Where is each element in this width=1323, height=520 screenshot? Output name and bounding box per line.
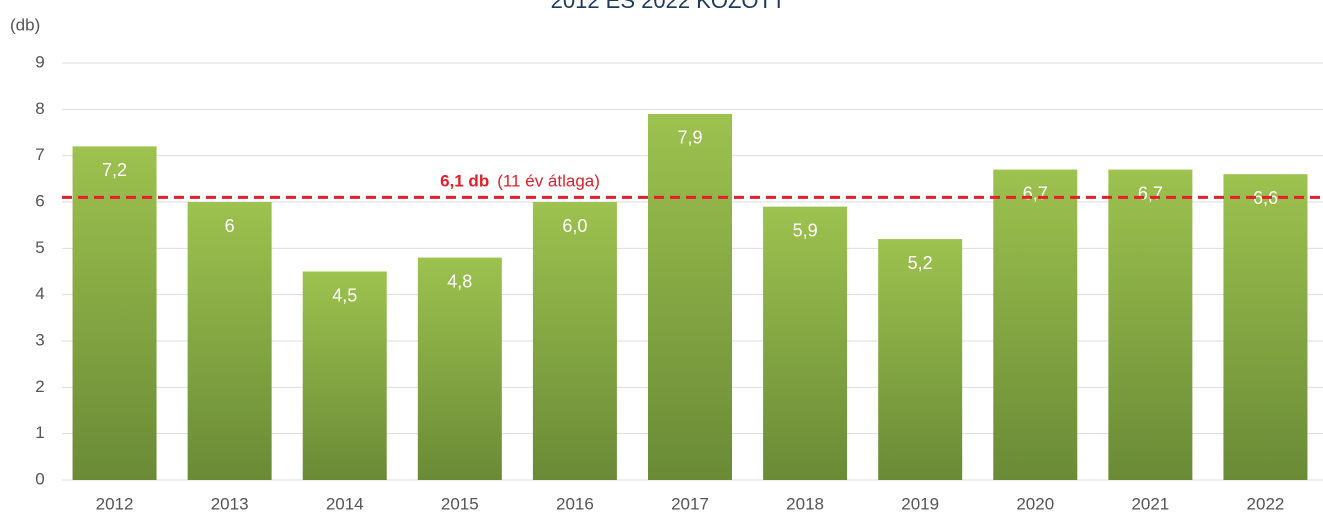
x-tick-label: 2016 bbox=[556, 494, 594, 513]
data-label: 4,5 bbox=[332, 285, 357, 305]
y-tick-label: 1 bbox=[35, 423, 44, 442]
average-note: (11 év átlaga) bbox=[497, 172, 600, 191]
x-tick-label: 2012 bbox=[96, 494, 134, 513]
data-label: 5,2 bbox=[908, 253, 933, 273]
y-tick-label: 3 bbox=[35, 330, 44, 349]
x-tick-label: 2014 bbox=[326, 494, 364, 513]
data-label: 7,9 bbox=[677, 128, 702, 148]
x-tick-label: 2020 bbox=[1016, 494, 1054, 513]
x-tick-label: 2022 bbox=[1247, 494, 1285, 513]
x-tick-label: 2018 bbox=[786, 494, 824, 513]
average-value: 6,1 db bbox=[440, 172, 489, 191]
y-axis-label: (db) bbox=[10, 15, 40, 34]
y-tick-label: 0 bbox=[35, 469, 44, 488]
data-label: 6,7 bbox=[1023, 183, 1048, 203]
bar bbox=[532, 202, 617, 480]
y-tick-label: 2 bbox=[35, 377, 44, 396]
x-tick-label: 2013 bbox=[211, 494, 249, 513]
data-label: 5,9 bbox=[793, 220, 818, 240]
average-label: 6,1 db (11 év átlaga) bbox=[440, 172, 600, 191]
y-tick-label: 6 bbox=[35, 191, 44, 210]
bar bbox=[648, 113, 732, 480]
data-label: 7,2 bbox=[102, 160, 127, 180]
bar bbox=[878, 239, 963, 480]
x-tick-label: 2021 bbox=[1131, 494, 1169, 513]
data-label: 6,0 bbox=[562, 216, 587, 236]
bar bbox=[72, 146, 157, 480]
bar bbox=[1108, 169, 1193, 481]
y-tick-label: 9 bbox=[35, 52, 44, 71]
y-tick-label: 4 bbox=[35, 284, 44, 303]
y-tick-label: 5 bbox=[35, 238, 44, 257]
data-label: 6,7 bbox=[1138, 183, 1163, 203]
bar bbox=[993, 169, 1078, 481]
bar bbox=[1223, 174, 1308, 480]
y-tick-label: 8 bbox=[35, 99, 44, 118]
data-label: 6 bbox=[225, 216, 235, 236]
bar bbox=[763, 206, 848, 480]
bar bbox=[417, 257, 502, 480]
bar bbox=[187, 202, 272, 480]
y-tick-label: 7 bbox=[35, 145, 44, 164]
data-label: 4,8 bbox=[447, 271, 472, 291]
bar bbox=[302, 271, 387, 480]
x-tick-label: 2015 bbox=[441, 494, 479, 513]
chart-subtitle: 2012 ÉS 2022 KÖZÖTT bbox=[551, 0, 786, 13]
x-tick-label: 2017 bbox=[671, 494, 709, 513]
x-tick-label: 2019 bbox=[901, 494, 939, 513]
